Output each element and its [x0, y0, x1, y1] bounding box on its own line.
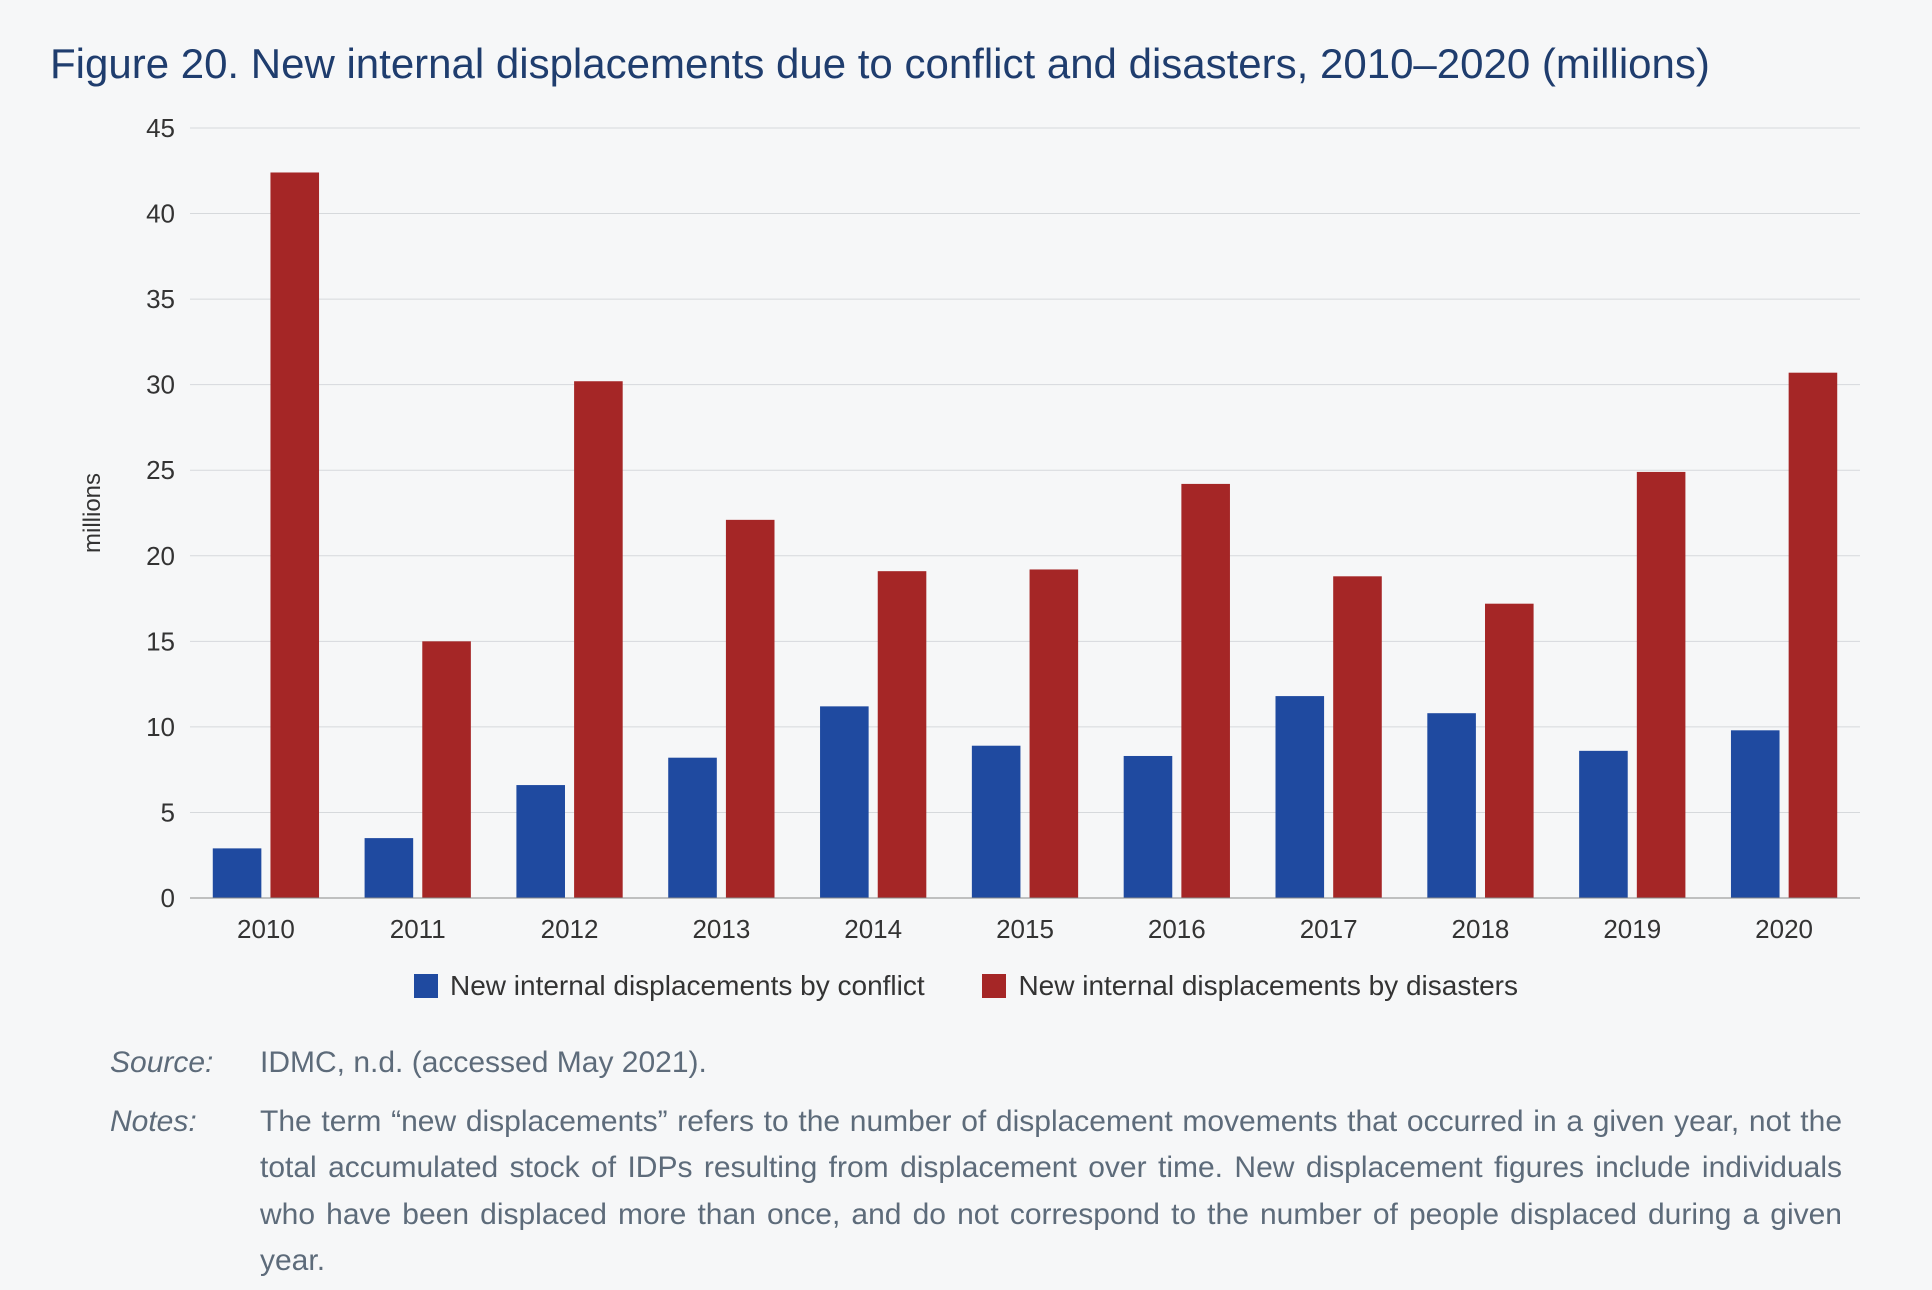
bar-conflict	[820, 706, 869, 898]
chart-container: 0 5 10 15 20 25 30 35 40 45 millions 2010 2011 2012 20…	[60, 108, 1880, 958]
bar-disasters	[1333, 576, 1382, 898]
x-tick-label: 2016	[1148, 914, 1206, 944]
y-tick-label: 20	[146, 541, 175, 571]
bar-disasters	[1181, 484, 1230, 898]
x-tick-label: 2011	[390, 914, 446, 944]
figure-title: Figure 20. New internal displacements du…	[50, 40, 1882, 88]
figure-footer: Source: IDMC, n.d. (accessed May 2021). …	[50, 1040, 1882, 1285]
x-tick-label: 2020	[1755, 914, 1813, 944]
bar-conflict	[516, 785, 565, 898]
bar-disasters	[878, 571, 927, 898]
bar-chart: 0 5 10 15 20 25 30 35 40 45 millions 2010 2011 2012 20…	[60, 108, 1880, 958]
x-tick-label: 2013	[692, 914, 750, 944]
bar-conflict	[1731, 730, 1780, 898]
source-text: IDMC, n.d. (accessed May 2021).	[260, 1040, 1842, 1087]
notes-text: The term “new displacements” refers to t…	[260, 1099, 1842, 1285]
legend-swatch-disasters	[982, 974, 1006, 998]
y-tick-label: 25	[146, 455, 175, 485]
bar-conflict	[1276, 696, 1325, 898]
legend-item-disasters: New internal displacements by disasters	[982, 970, 1518, 1002]
x-tick-label: 2018	[1452, 914, 1510, 944]
y-axis-title: millions	[79, 473, 106, 553]
bar-conflict	[668, 758, 717, 898]
bar-disasters	[1789, 373, 1838, 898]
source-label: Source:	[110, 1040, 250, 1087]
y-tick-label: 15	[146, 626, 175, 656]
bar-disasters	[422, 641, 471, 898]
legend-item-conflict: New internal displacements by conflict	[414, 970, 925, 1002]
x-tick-label: 2012	[541, 914, 599, 944]
legend: New internal displacements by conflict N…	[50, 970, 1882, 1005]
legend-swatch-conflict	[414, 974, 438, 998]
notes-label: Notes:	[110, 1099, 250, 1285]
bar-conflict	[365, 838, 414, 898]
x-tick-label: 2019	[1603, 914, 1661, 944]
bar-disasters	[1485, 604, 1534, 898]
y-tick-label: 30	[146, 370, 175, 400]
x-tick-label: 2017	[1300, 914, 1358, 944]
bar-disasters	[574, 381, 623, 898]
y-tick-label: 10	[146, 712, 175, 742]
figure-page: Figure 20. New internal displacements du…	[0, 0, 1932, 1290]
legend-label-conflict: New internal displacements by conflict	[450, 970, 925, 1002]
bar-conflict	[1427, 713, 1476, 898]
y-tick-label: 35	[146, 284, 175, 314]
bar-conflict	[1579, 751, 1628, 898]
y-tick-label: 0	[161, 883, 175, 913]
x-tick-label: 2010	[237, 914, 295, 944]
bar-conflict	[213, 848, 262, 898]
bar-disasters	[726, 520, 775, 898]
bar-conflict	[972, 746, 1021, 898]
y-tick-label: 5	[161, 797, 175, 827]
x-tick-label: 2015	[996, 914, 1054, 944]
x-tick-label: 2014	[844, 914, 902, 944]
bar-disasters	[270, 172, 319, 898]
bar-disasters	[1030, 569, 1079, 898]
legend-label-disasters: New internal displacements by disasters	[1018, 970, 1518, 1002]
bar-disasters	[1637, 472, 1686, 898]
y-tick-label: 45	[146, 113, 175, 143]
y-tick-label: 40	[146, 199, 175, 229]
bar-conflict	[1124, 756, 1173, 898]
